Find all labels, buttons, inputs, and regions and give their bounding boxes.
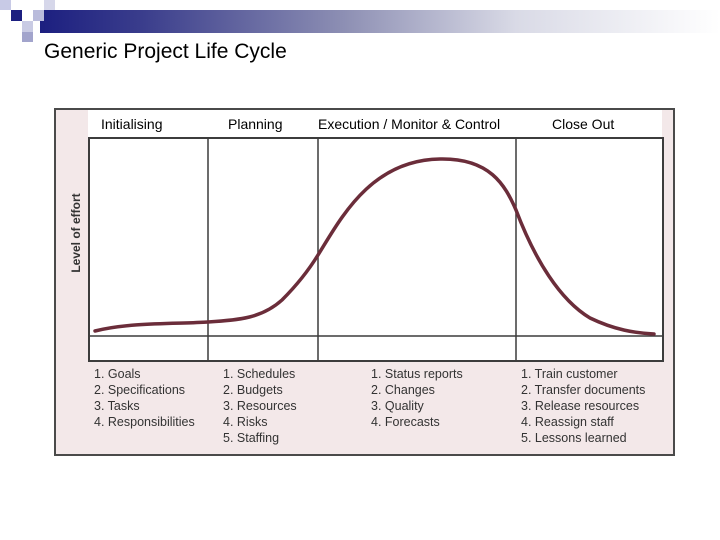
phase-label-planning: Planning (228, 116, 283, 132)
list-item: 5. Lessons learned (521, 431, 627, 445)
phase-items-close-out: 1. Train customer 2. Transfer documents … (521, 366, 645, 446)
list-item: 2. Changes (371, 383, 435, 397)
decor-square (44, 0, 55, 10)
decor-square (22, 32, 33, 42)
list-item: 4. Responsibilities (94, 415, 195, 429)
list-item: 2. Budgets (223, 383, 283, 397)
list-item: 3. Resources (223, 399, 297, 413)
effort-curve (93, 157, 656, 336)
phase-items-initialising: 1. Goals 2. Specifications 3. Tasks 4. R… (94, 366, 195, 430)
list-item: 3. Release resources (521, 399, 640, 413)
list-item: 1. Status reports (371, 367, 463, 381)
phase-label-close-out: Close Out (552, 116, 615, 132)
list-item: 3. Quality (371, 399, 424, 413)
phase-items-execution: 1. Status reports 2. Changes 3. Quality … (371, 366, 463, 430)
list-item: 4. Risks (223, 415, 268, 429)
list-item: 2. Specifications (94, 383, 186, 397)
list-item: 1. Schedules (223, 367, 296, 381)
decor-square (22, 21, 33, 32)
phase-label-execution: Execution / Monitor & Control (318, 116, 501, 132)
phase-items-planning: 1. Schedules 2. Budgets 3. Resources 4. … (223, 366, 297, 446)
list-item: 3. Tasks (94, 399, 140, 413)
chart-plot-area (88, 137, 664, 362)
list-item: 1. Train customer (521, 367, 618, 381)
list-item: 2. Transfer documents (521, 383, 646, 397)
decor-square (33, 10, 44, 21)
decor-square (0, 0, 11, 10)
decor-square (11, 10, 22, 21)
phase-label-initialising: Initialising (101, 116, 163, 132)
phase-header-strip (88, 110, 662, 138)
list-item: 4. Reassign staff (521, 415, 614, 429)
list-item: 5. Staffing (223, 431, 280, 445)
title-gradient-bar (40, 10, 720, 33)
list-item: 4. Forecasts (371, 415, 440, 429)
list-item: 1. Goals (94, 367, 141, 381)
slide-title: Generic Project Life Cycle (44, 40, 287, 63)
